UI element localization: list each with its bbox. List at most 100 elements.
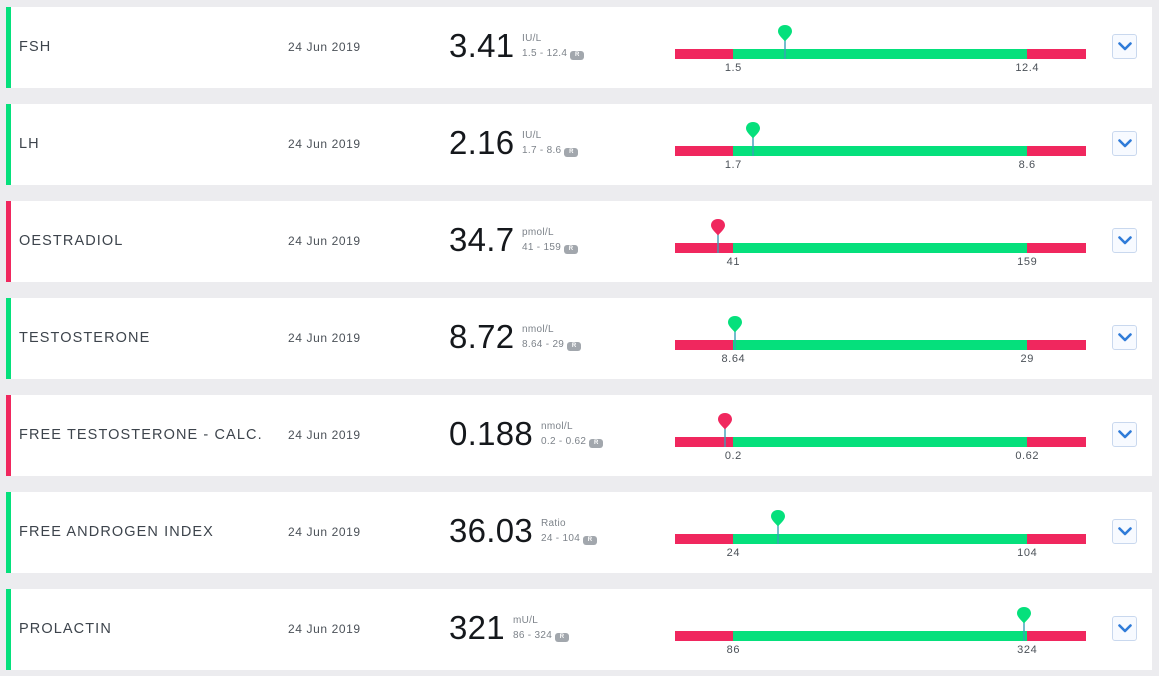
expand-button[interactable] [1112,616,1137,641]
result-value: 8.72 [449,318,515,355]
range-badge: R [589,439,604,448]
result-row: FREE ANDROGEN INDEX 24 Jun 2019 36.03 Ra… [6,492,1152,573]
map-pin-icon [710,219,725,253]
pin-head [770,510,785,527]
range-badge: R [564,245,579,254]
chevron-down-icon [1117,333,1132,342]
range-high-label: 0.62 [1015,450,1040,462]
status-stripe [6,492,11,573]
range-badge: R [555,633,570,642]
test-name: TESTOSTERONE [19,330,151,346]
status-stripe [6,201,11,282]
unit-range-box: IU/L 1.7 - 8.6 R [522,129,579,158]
status-stripe [6,589,11,670]
result-value: 3.41 [449,27,515,64]
result-value: 321 [449,609,505,646]
test-name: FREE TESTOSTERONE - CALC. [19,427,263,443]
reference-range: 8.64 - 29 [522,339,565,350]
expand-button[interactable] [1112,34,1137,59]
map-pin-icon [717,413,732,447]
test-date: 24 Jun 2019 [288,525,361,539]
reference-range: 24 - 104 [541,533,581,544]
result-row: FSH 24 Jun 2019 3.41 IU/L 1.5 - 12.4 R 1.… [6,7,1152,88]
range-bar [675,243,1086,253]
normal-range-segment [733,49,1028,59]
unit-label: pmol/L [522,227,554,238]
pin-stem [1022,618,1025,641]
pin-stem [716,230,719,253]
expand-button[interactable] [1112,519,1137,544]
range-high-label: 159 [1017,256,1038,268]
unit-range-box: nmol/L 0.2 - 0.62 R [541,420,604,449]
test-date: 24 Jun 2019 [288,331,361,345]
test-date: 24 Jun 2019 [288,137,361,151]
map-pin-icon [777,25,792,59]
result-value: 2.16 [449,124,515,161]
chevron-down-icon [1117,42,1132,51]
range-bar [675,631,1086,641]
expand-button[interactable] [1112,228,1137,253]
result-row: TESTOSTERONE 24 Jun 2019 8.72 nmol/L 8.6… [6,298,1152,379]
unit-range-box: pmol/L 41 - 159 R [522,226,579,255]
normal-range-segment [733,340,1028,350]
result-value: 36.03 [449,512,534,549]
map-pin-icon [1016,607,1031,641]
pin-head [745,122,760,139]
expand-button[interactable] [1112,422,1137,447]
result-marker-pin [770,509,786,545]
result-row: LH 24 Jun 2019 2.16 IU/L 1.7 - 8.6 R 1.7 … [6,104,1152,185]
pin-stem [776,521,779,544]
test-date: 24 Jun 2019 [288,622,361,636]
reference-range: 41 - 159 [522,242,562,253]
pin-head [777,25,792,42]
normal-range-segment [733,534,1028,544]
unit-label: nmol/L [541,421,573,432]
unit-label: IU/L [522,33,542,44]
range-bar [675,340,1086,350]
result-marker-pin [745,121,761,157]
map-pin-icon [770,510,785,544]
test-name: FREE ANDROGEN INDEX [19,524,214,540]
normal-range-segment [733,146,1028,156]
pin-stem [724,424,726,447]
range-low-label: 41 [726,256,741,268]
result-marker-pin [1016,606,1032,642]
reference-range: 86 - 324 [513,630,553,641]
range-high-label: 12.4 [1015,62,1040,74]
test-name: OESTRADIOL [19,233,124,249]
range-high-label: 8.6 [1018,159,1036,171]
result-row: OESTRADIOL 24 Jun 2019 34.7 pmol/L 41 - … [6,201,1152,282]
test-date: 24 Jun 2019 [288,40,361,54]
range-bar [675,49,1086,59]
range-badge: R [564,148,579,157]
pin-head [710,219,725,236]
expand-button[interactable] [1112,131,1137,156]
range-high-label: 324 [1017,644,1038,656]
range-bar [675,146,1086,156]
range-badge: R [583,536,598,545]
result-marker-pin [727,315,743,351]
chevron-down-icon [1117,624,1132,633]
reference-range: 0.2 - 0.62 [541,436,587,447]
map-pin-icon [727,316,742,350]
range-badge: R [570,51,585,60]
result-row: FREE TESTOSTERONE - CALC. 24 Jun 2019 0.… [6,395,1152,476]
reference-range: 1.7 - 8.6 [522,145,562,156]
chevron-down-icon [1117,236,1132,245]
unit-range-box: IU/L 1.5 - 12.4 R [522,32,585,61]
expand-button[interactable] [1112,325,1137,350]
result-marker-pin [777,24,793,60]
unit-range-box: mU/L 86 - 324 R [513,614,570,643]
result-marker-pin [710,218,726,254]
map-pin-icon [745,122,760,156]
normal-range-segment [733,437,1028,447]
range-high-label: 104 [1017,547,1038,559]
pin-head [727,316,742,333]
test-date: 24 Jun 2019 [288,234,361,248]
test-name: LH [19,136,40,152]
range-low-label: 24 [726,547,741,559]
range-low-label: 0.2 [724,450,742,462]
test-name: PROLACTIN [19,621,112,637]
pin-head [1016,607,1031,624]
